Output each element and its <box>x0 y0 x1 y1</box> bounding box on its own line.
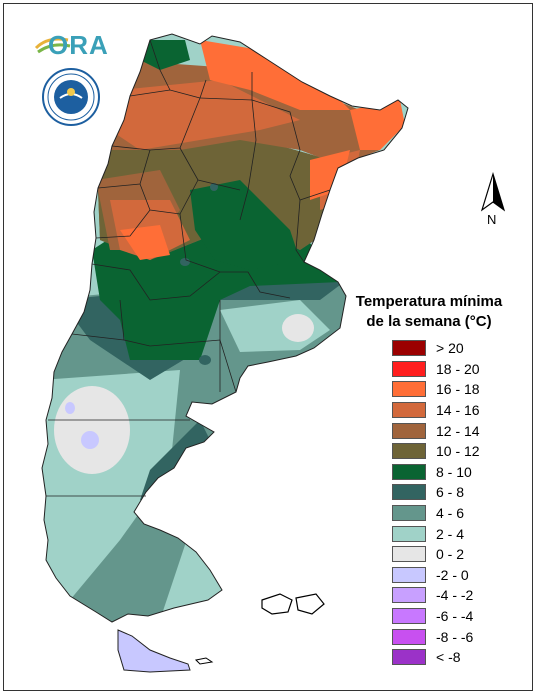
legend-item: 16 - 18 <box>392 379 522 400</box>
north-arrow: N <box>478 171 508 232</box>
legend-item: 4 - 6 <box>392 503 522 524</box>
country-outline <box>41 33 409 623</box>
legend-item: > 20 <box>392 338 522 359</box>
legend-title: Temperatura mínima de la semana (°C) <box>338 292 520 332</box>
province-boundaries <box>46 39 331 497</box>
north-arrow-icon <box>480 171 506 212</box>
legend-swatch <box>392 463 426 480</box>
legend-label: 10 - 12 <box>436 443 480 460</box>
legend-label: 2 - 4 <box>436 525 465 542</box>
legend-item: 10 - 12 <box>392 441 522 462</box>
legend-label: 8 - 10 <box>436 463 472 480</box>
legend-item: 12 - 14 <box>392 420 522 441</box>
legend-label: 4 - 6 <box>436 505 465 522</box>
legend-swatch <box>392 525 426 542</box>
ora-logo-text: ORA <box>48 30 109 60</box>
smn-seal-emblem-icon <box>47 73 95 121</box>
legend-swatch <box>392 628 426 645</box>
legend-label: 18 - 20 <box>436 360 480 377</box>
legend-label: -4 - -2 <box>436 587 474 604</box>
legend-label: 14 - 16 <box>436 402 480 419</box>
legend-swatch <box>392 546 426 563</box>
legend-swatch <box>392 587 426 604</box>
legend-label: -6 - -4 <box>436 608 474 625</box>
legend-label: < -8 <box>436 649 461 666</box>
legend-swatch <box>392 402 426 419</box>
legend-item: -6 - -4 <box>392 606 522 627</box>
smn-seal <box>42 68 100 126</box>
legend-swatch <box>392 608 426 625</box>
legend-item: 2 - 4 <box>392 523 522 544</box>
legend-item: < -8 <box>392 647 522 668</box>
ora-logo-swoosh-icon <box>34 37 71 54</box>
legend-swatch <box>392 505 426 522</box>
legend-item: -4 - -2 <box>392 585 522 606</box>
legend-swatch <box>392 360 426 377</box>
legend-label: 0 - 2 <box>436 546 465 563</box>
legend-swatch <box>392 443 426 460</box>
legend-item: -8 - -6 <box>392 626 522 647</box>
legend-label: 6 - 8 <box>436 484 465 501</box>
map-frame <box>3 3 533 691</box>
legend-item: 18 - 20 <box>392 359 522 380</box>
legend-swatch <box>392 484 426 501</box>
legend-item: 8 - 10 <box>392 462 522 483</box>
legend-title-line2: de la semana (°C) <box>366 313 492 330</box>
legend-swatch <box>392 566 426 583</box>
north-label: N <box>487 212 497 227</box>
legend-label: > 20 <box>436 340 464 357</box>
legend-item: 6 - 8 <box>392 482 522 503</box>
legend-label: 12 - 14 <box>436 422 480 439</box>
legend-label: -8 - -6 <box>436 628 474 645</box>
tierra-del-fuego <box>117 629 191 673</box>
legend-swatch <box>392 340 426 357</box>
isla-de-los-estados <box>194 657 214 665</box>
legend-swatch <box>392 649 426 666</box>
legend-item: -2 - 0 <box>392 565 522 586</box>
legend-label: -2 - 0 <box>436 566 469 583</box>
legend-item: 14 - 16 <box>392 400 522 421</box>
legend: Temperatura mínima de la semana (°C) > 2… <box>342 292 522 668</box>
legend-label: 16 - 18 <box>436 381 480 398</box>
malvinas-islands <box>261 593 325 615</box>
ora-logo: ORA <box>34 30 108 60</box>
legend-item: 0 - 2 <box>392 544 522 565</box>
legend-title-line1: Temperatura mínima <box>355 293 503 310</box>
legend-swatch <box>392 381 426 398</box>
legend-swatch <box>392 422 426 439</box>
legend-items: > 20 18 - 20 16 - 18 14 - 16 12 - 14 10 - 12 8… <box>392 338 522 668</box>
